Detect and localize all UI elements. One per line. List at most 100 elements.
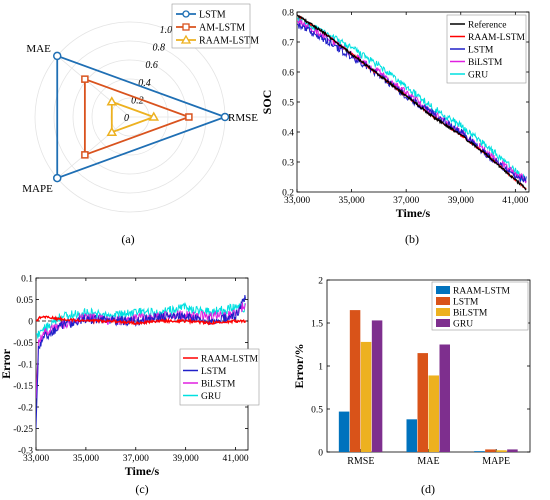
- bar-raam-lstm: [474, 451, 485, 452]
- bar-raam-lstm: [338, 411, 350, 452]
- legend-label: RAAM-LSTM: [199, 36, 259, 47]
- x-tick-label: 35,000: [339, 196, 365, 206]
- radar-point: [185, 113, 193, 121]
- bar-raam-lstm: [406, 419, 417, 452]
- y-tick-label: 0: [28, 318, 33, 328]
- radar-spoke: [56, 116, 131, 179]
- radar-axis-label: MAE: [26, 43, 51, 55]
- x-tick-label: 39,000: [173, 454, 199, 464]
- radar-point: [81, 75, 89, 83]
- radar-axis-label: RMSE: [228, 112, 258, 124]
- legend-label: GRU: [201, 392, 221, 402]
- y-tick-label: 0.4: [282, 129, 294, 139]
- radial-tick-label: 0.8: [152, 43, 165, 54]
- series-line-raam-lstm: [36, 315, 247, 326]
- y-tick-label: 1.5: [311, 320, 323, 330]
- legend-label: Reference: [468, 20, 507, 31]
- x-tick-label: 37,000: [123, 454, 149, 464]
- radar-point: [52, 173, 62, 183]
- x-tick-label: RMSE: [347, 456, 374, 467]
- soc-line-chart: 33,000 35,000 37,000 39,000 41,000 0.2 0.3 0.4 0…: [260, 9, 530, 246]
- error-bar-chart: 0 0.5 1 1.5 2 RMSE MAE MAPE Error/% RAAM-LSTMLSTM…: [292, 277, 531, 496]
- y-axis-label: Error: [0, 348, 13, 378]
- y-tick-label: -0.25: [13, 425, 33, 435]
- y-axis-label: SOC: [260, 90, 274, 115]
- legend-marker: [180, 34, 192, 44]
- x-tick-label: 33,000: [284, 196, 310, 206]
- y-tick-label: 0.05: [16, 296, 33, 306]
- legend-label: GRU: [468, 71, 488, 81]
- series-group: [36, 294, 247, 429]
- legend: Reference RAAM-LSTM LSTM BiLSTM GRU: [446, 14, 527, 84]
- y-tick-label: 1: [318, 363, 323, 373]
- panel-label: (d): [421, 482, 435, 496]
- legend-marker: [182, 10, 190, 18]
- legend-label: GRU: [453, 320, 473, 330]
- bar-lstm: [417, 353, 428, 452]
- y-tick-label: 0.3: [282, 159, 294, 169]
- radar-axis-label: MAPE: [22, 183, 53, 195]
- y-tick-label: -0.3: [18, 447, 33, 457]
- legend-swatch: [436, 286, 450, 294]
- radial-tick-label: 0.4: [138, 78, 151, 89]
- radar-point: [81, 151, 89, 159]
- panel-label: (c): [135, 482, 148, 496]
- y-tick-label: 0.5: [311, 406, 323, 416]
- legend-label: BiLSTM: [453, 309, 488, 319]
- x-tick-label: 33,000: [23, 454, 49, 464]
- bar-bilstm: [496, 450, 507, 452]
- legend-label: AM-LSTM: [199, 23, 245, 34]
- legend-label: LSTM: [201, 367, 227, 377]
- error-line-chart: 33,000 35,000 37,000 39,000 41,000 -0.3 -0.25 -…: [0, 275, 260, 496]
- radar-series-am-lstm: [83, 77, 192, 157]
- bar-gru: [439, 344, 450, 452]
- y-tick-label: 0.6: [282, 69, 294, 79]
- series-line-gru: [297, 15, 527, 182]
- bar-lstm: [485, 449, 496, 452]
- y-tick-label: 0: [318, 449, 323, 459]
- y-tick-label: -0.05: [13, 339, 33, 349]
- radar-point: [148, 111, 160, 121]
- legend: RAAM-LSTM LSTM BiLSTM GRU: [179, 348, 260, 406]
- x-tick-label: MAE: [417, 456, 439, 467]
- panel-label: (b): [405, 232, 419, 246]
- legend-label: BiLSTM: [468, 58, 503, 68]
- x-tick-label: 41,000: [502, 196, 528, 206]
- legend-marker: [182, 23, 190, 31]
- radar-series-raam-lstm: [110, 100, 157, 134]
- series-group: [297, 14, 527, 191]
- legend-label: RAAM-LSTM: [453, 287, 511, 297]
- x-axis-label: Time/s: [396, 206, 431, 220]
- radar-series-lstm: [56, 54, 228, 180]
- x-tick-label: 37,000: [393, 196, 419, 206]
- x-tick-label: 39,000: [448, 196, 474, 206]
- legend-label: RAAM-LSTM: [201, 355, 259, 365]
- bar-gru: [507, 449, 518, 452]
- legend-label: LSTM: [468, 46, 494, 56]
- y-tick-label: -0.15: [13, 382, 33, 392]
- radial-tick-label: 0.2: [131, 95, 144, 106]
- x-axis-label: Time/s: [125, 464, 160, 478]
- legend-swatch: [436, 297, 450, 305]
- y-tick-label: 0.7: [282, 39, 294, 49]
- radar-spoke: [56, 55, 131, 118]
- legend-label: BiLSTM: [201, 380, 236, 390]
- bar-lstm: [349, 310, 361, 452]
- y-tick-label: -0.2: [18, 404, 33, 414]
- y-tick-label: -0.1: [18, 361, 33, 371]
- legend-swatch: [436, 308, 450, 316]
- y-tick-label: 0.2: [282, 189, 294, 199]
- bar-bilstm: [428, 375, 439, 452]
- legend-label: LSTM: [453, 298, 479, 308]
- legend-swatch: [436, 319, 450, 327]
- legend-label: LSTM: [199, 10, 226, 21]
- bar-bilstm: [360, 341, 372, 452]
- radial-tick-label: 1.0: [160, 25, 173, 36]
- radar-point: [220, 112, 230, 122]
- radial-tick-label: 0: [124, 113, 129, 124]
- radar-point: [52, 51, 62, 61]
- y-axis-label: Error/%: [292, 343, 306, 388]
- radar-chart: 00.2 0.4 0.6 0.8 1.0 RMSE MAE MAPE LSTM AM-LSTM RA…: [22, 3, 259, 246]
